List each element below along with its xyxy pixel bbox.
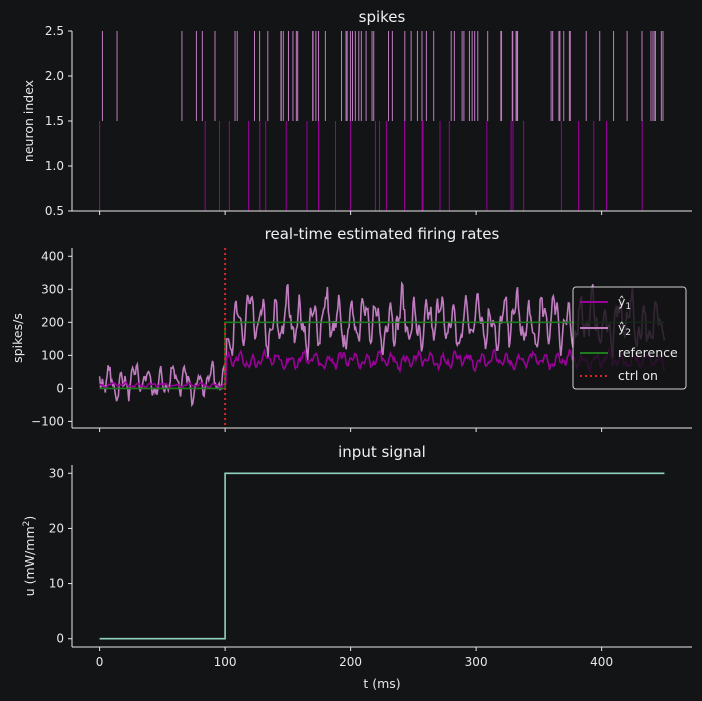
x-tick-label: 100 (214, 655, 237, 669)
rates-lines (98, 248, 666, 428)
legend-box (572, 286, 687, 390)
y-tick-label: 300 (41, 282, 64, 296)
y-tick-label: 400 (41, 249, 64, 263)
y-tick-label: 20 (49, 521, 64, 535)
y-tick-label: 2.5 (45, 24, 64, 38)
y-tick-label: 1.5 (45, 114, 64, 128)
y-tick-label: 0.5 (45, 204, 64, 218)
x-tick-label: 400 (590, 655, 613, 669)
x-tick-label: 0 (96, 655, 104, 669)
y-tick-label: 0 (56, 632, 64, 646)
rates-x-ticks (99, 428, 603, 432)
y-tick-label: 30 (49, 466, 64, 480)
rates-y-ticks: −100 0 100 200 300 400 (31, 249, 72, 428)
spike-rows (99, 31, 664, 211)
series-line-reference (99, 321, 665, 390)
rates-panel: real-time estimated firing rates spikes/… (10, 225, 692, 432)
input-title: input signal (338, 443, 426, 461)
input-lines (99, 472, 665, 640)
y-tick-label: 0 (56, 381, 64, 395)
y-tick-label: 10 (49, 577, 64, 591)
spikes-x-ticks (99, 211, 603, 215)
spikes-y-ticks: 0.5 1.0 1.5 2.0 2.5 (45, 24, 72, 218)
y-tick-label: 200 (41, 315, 64, 329)
input-panel: input signal u (mW/mm2) 0 10 20 30 0 100 200 3… (22, 443, 692, 691)
rates-ylabel: spikes/s (10, 313, 25, 363)
legend-label-reference: reference (618, 345, 678, 360)
x-tick-label: 300 (465, 655, 488, 669)
x-tick-label: 200 (339, 655, 362, 669)
input-ylabel: u (mW/mm2) (22, 516, 37, 597)
y-tick-label: 2.0 (45, 69, 64, 83)
legend-label-y2: ŷ2 (618, 320, 631, 338)
series-line-y2 (98, 280, 666, 408)
input-x-ticks: 0 100 200 300 400 (96, 647, 613, 669)
input-y-ticks: 0 10 20 30 (49, 466, 72, 646)
input-xlabel: t (ms) (363, 676, 400, 691)
spikes-title: spikes (359, 8, 406, 26)
rates-legend: ŷ1 ŷ2 reference ctrl on (572, 286, 687, 390)
y-tick-label: −100 (31, 414, 64, 428)
legend-label-ctrl-on: ctrl on (618, 368, 658, 383)
spikes-ylabel: neuron index (21, 80, 36, 162)
legend-label-y1: ŷ1 (618, 294, 631, 312)
y-tick-label: 100 (41, 348, 64, 362)
y-tick-label: 1.0 (45, 159, 64, 173)
series-line-input (99, 472, 665, 640)
series-line-y1 (99, 347, 666, 390)
spikes-panel: spikes neuron index 0.5 1.0 1.5 2.0 2.5 (21, 8, 692, 218)
rates-title: real-time estimated firing rates (265, 225, 500, 243)
